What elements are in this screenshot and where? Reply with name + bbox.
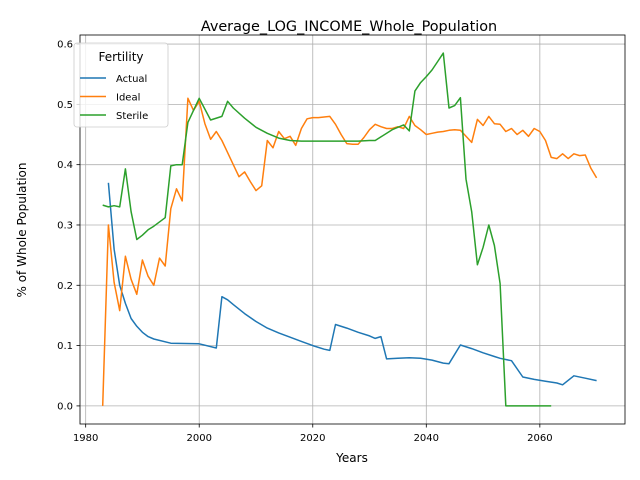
legend-box [73, 42, 169, 128]
x-tick-label: 2020 [300, 433, 325, 444]
x-axis-label: Years [335, 451, 368, 465]
x-tick-label: 2060 [527, 433, 552, 444]
x-tick-label: 2000 [186, 433, 211, 444]
series-line-actual [107, 182, 597, 386]
legend: Fertility Actual Ideal Sterile [73, 42, 169, 128]
series-line-sterile [102, 52, 552, 407]
series-lines [101, 52, 598, 407]
gridlines [80, 35, 625, 424]
y-axis-ticks: 0.0 0.1 0.2 0.3 0.4 0.5 0.6 [57, 40, 80, 412]
plot-area-frame [79, 34, 626, 425]
y-tick-label: 0.6 [57, 40, 73, 51]
y-tick-label: 0.5 [57, 100, 73, 111]
legend-label-actual: Actual [116, 74, 147, 85]
y-tick-label: 0.2 [57, 281, 73, 292]
y-tick-label: 0.0 [57, 401, 73, 412]
legend-label-sterile: Sterile [116, 111, 148, 122]
legend-label-ideal: Ideal [116, 93, 140, 104]
chart-title: Average_LOG_INCOME_Whole_Population [201, 19, 497, 35]
x-axis-ticks: 1980 2000 2020 2040 2060 [73, 424, 553, 444]
y-tick-label: 0.1 [57, 341, 73, 352]
y-tick-label: 0.3 [57, 220, 73, 231]
x-tick-label: 1980 [73, 433, 98, 444]
x-tick-label: 2040 [414, 433, 439, 444]
y-axis-label: % of Whole Population [15, 163, 29, 298]
y-tick-label: 0.4 [57, 160, 73, 171]
legend-title: Fertility [98, 50, 143, 64]
series-line-ideal [101, 97, 598, 406]
